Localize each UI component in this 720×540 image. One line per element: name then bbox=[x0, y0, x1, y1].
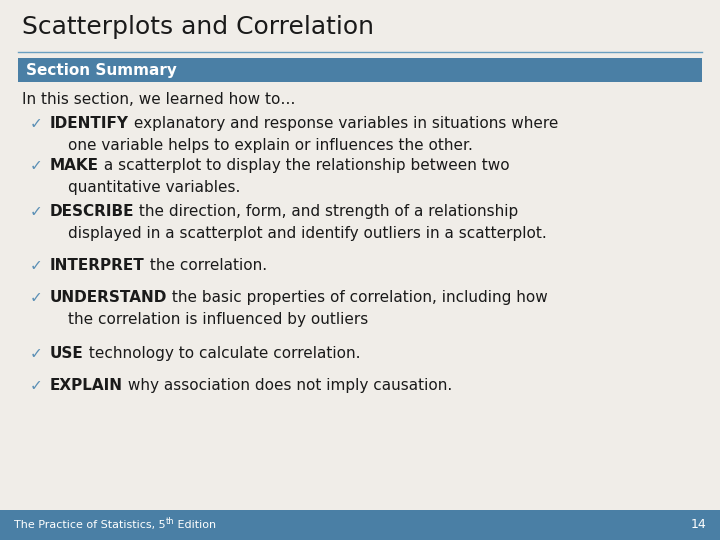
Text: DESCRIBE: DESCRIBE bbox=[50, 204, 135, 219]
Text: th: th bbox=[166, 516, 174, 525]
Text: th: th bbox=[166, 516, 174, 525]
Text: Edition: Edition bbox=[174, 520, 217, 530]
Bar bbox=[18, 58, 702, 82]
Text: UNDERSTAND: UNDERSTAND bbox=[50, 290, 167, 305]
Text: The Practice of Statistics, 5: The Practice of Statistics, 5 bbox=[14, 520, 166, 530]
Text: displayed in a scatterplot and identify outliers in a scatterplot.: displayed in a scatterplot and identify … bbox=[68, 226, 546, 241]
Text: In this section, we learned how to…: In this section, we learned how to… bbox=[22, 92, 295, 107]
Text: ✓: ✓ bbox=[30, 290, 42, 305]
Text: The Practice of Statistics, 5: The Practice of Statistics, 5 bbox=[14, 520, 166, 530]
Text: ✓: ✓ bbox=[30, 258, 42, 273]
Text: MAKE: MAKE bbox=[50, 158, 99, 173]
Text: the correlation.: the correlation. bbox=[145, 258, 267, 273]
Text: explanatory and response variables in situations where: explanatory and response variables in si… bbox=[129, 116, 559, 131]
Text: ✓: ✓ bbox=[30, 116, 42, 131]
Text: ✓: ✓ bbox=[30, 378, 42, 393]
Text: Scatterplots and Correlation: Scatterplots and Correlation bbox=[22, 15, 374, 39]
Text: ✓: ✓ bbox=[30, 204, 42, 219]
Text: EXPLAIN: EXPLAIN bbox=[50, 378, 123, 393]
Text: 14: 14 bbox=[690, 518, 706, 531]
Text: a scatterplot to display the relationship between two: a scatterplot to display the relationshi… bbox=[99, 158, 510, 173]
Text: USE: USE bbox=[50, 346, 84, 361]
Bar bbox=[0, 510, 720, 540]
Text: the basic properties of correlation, including how: the basic properties of correlation, inc… bbox=[167, 290, 548, 305]
Text: why association does not imply causation.: why association does not imply causation… bbox=[123, 378, 452, 393]
Text: technology to calculate correlation.: technology to calculate correlation. bbox=[84, 346, 360, 361]
Text: the direction, form, and strength of a relationship: the direction, form, and strength of a r… bbox=[135, 204, 518, 219]
Text: ✓: ✓ bbox=[30, 158, 42, 173]
Text: INTERPRET: INTERPRET bbox=[50, 258, 145, 273]
Text: one variable helps to explain or influences the other.: one variable helps to explain or influen… bbox=[68, 138, 473, 153]
Text: ✓: ✓ bbox=[30, 346, 42, 361]
Text: the correlation is influenced by outliers: the correlation is influenced by outlier… bbox=[68, 312, 368, 327]
Text: IDENTIFY: IDENTIFY bbox=[50, 116, 129, 131]
Text: Section Summary: Section Summary bbox=[26, 63, 177, 78]
Text: quantitative variables.: quantitative variables. bbox=[68, 180, 240, 195]
